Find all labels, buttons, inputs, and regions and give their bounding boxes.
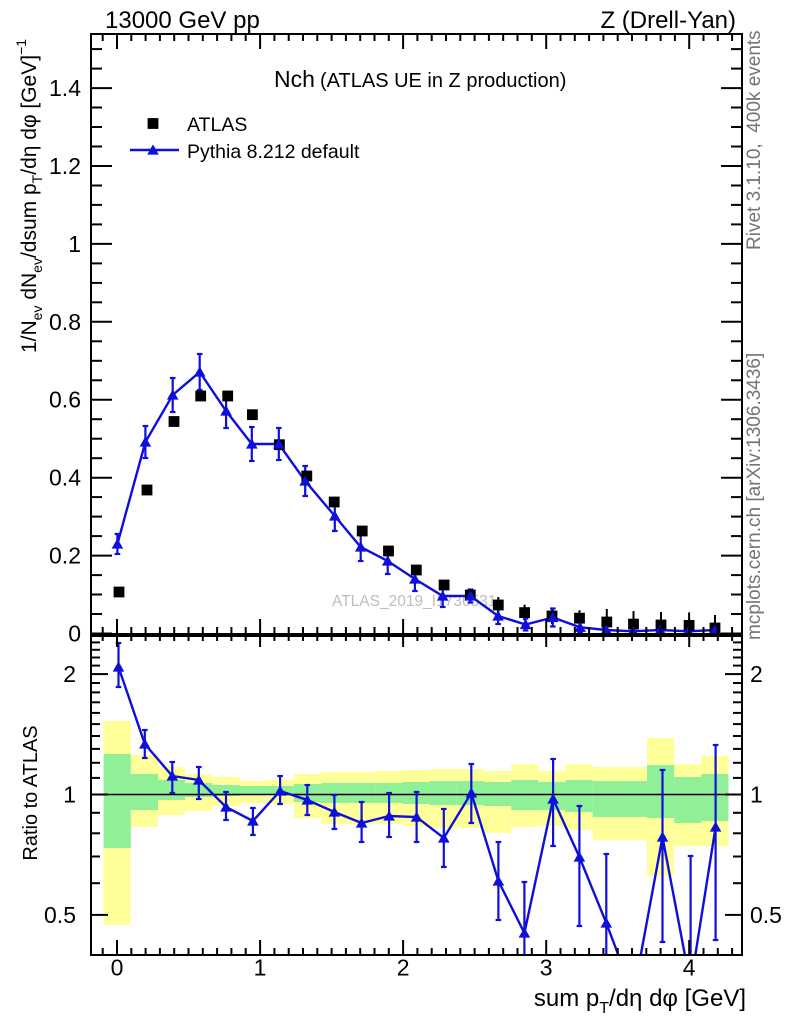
svg-text:0.8: 0.8 [49, 309, 81, 335]
svg-text:1: 1 [63, 782, 76, 808]
svg-text:sum pT/dη dφ [GeV]: sum pT/dη dφ [GeV] [534, 985, 746, 1017]
svg-text:(ATLAS UE in Z production): (ATLAS UE in Z production) [320, 70, 566, 92]
svg-text:1.2: 1.2 [49, 153, 81, 179]
svg-text:13000 GeV pp: 13000 GeV pp [105, 7, 260, 34]
svg-text:1: 1 [68, 231, 81, 257]
svg-text:ATLAS: ATLAS [187, 114, 247, 136]
svg-text:Rivet 3.1.10, 400k events: Rivet 3.1.10, 400k events [744, 30, 765, 250]
svg-text:2: 2 [63, 661, 76, 687]
svg-text:1: 1 [254, 955, 267, 981]
svg-text:Pythia 8.212 default: Pythia 8.212 default [187, 141, 360, 163]
svg-text:mcplots.cern.ch [arXiv:1306.34: mcplots.cern.ch [arXiv:1306.3436] [744, 353, 765, 640]
svg-text:0.6: 0.6 [49, 387, 81, 413]
svg-text:0.2: 0.2 [49, 543, 81, 569]
svg-text:0: 0 [111, 955, 124, 981]
svg-text:0.5: 0.5 [44, 902, 76, 928]
svg-text:1/Nev dNev/dsum pT/dη dφ [GeV: 1/Nev dNev/dsum pT/dη dφ [GeV]−1 [13, 39, 45, 353]
svg-text:Ratio to ATLAS: Ratio to ATLAS [20, 725, 42, 860]
svg-text:Z (Drell-Yan): Z (Drell-Yan) [600, 7, 736, 34]
svg-text:3: 3 [540, 955, 553, 981]
svg-text:0.4: 0.4 [49, 465, 81, 491]
svg-text:0: 0 [68, 621, 81, 647]
svg-text:4: 4 [683, 955, 696, 981]
svg-text:ATLAS_2019_I1736531: ATLAS_2019_I1736531 [332, 593, 496, 610]
svg-text:0.5: 0.5 [750, 902, 782, 928]
svg-text:1: 1 [750, 782, 763, 808]
svg-text:1.4: 1.4 [49, 75, 81, 101]
svg-text:Nch: Nch [274, 66, 315, 92]
svg-text:2: 2 [397, 955, 410, 981]
svg-text:2: 2 [750, 661, 763, 687]
